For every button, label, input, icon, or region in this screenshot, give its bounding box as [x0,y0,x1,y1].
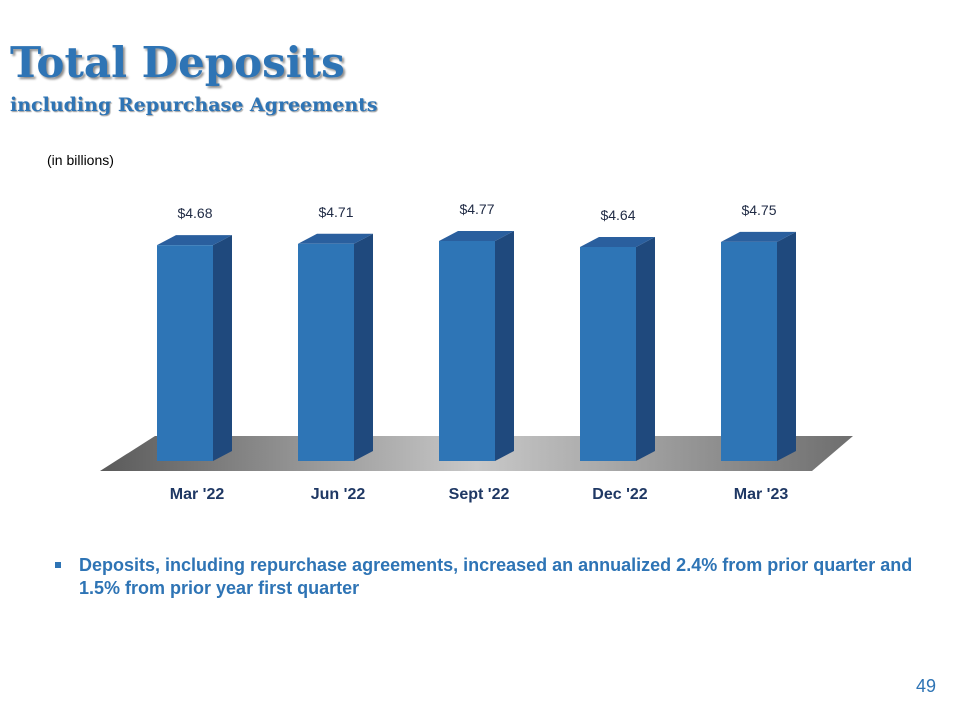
bar-top [157,235,232,246]
value-label: $4.68 [177,205,212,221]
bullet-list: Deposits, including repurchase agreement… [55,554,915,600]
value-label: $4.75 [741,202,776,218]
bar-top [298,233,373,244]
slide-subtitle: including Repurchase Agreements [10,94,378,116]
bar [439,241,495,461]
category-label: Sept '22 [449,486,510,503]
bar-side [636,236,655,461]
page-number: 49 [915,676,936,696]
bar-side [213,235,232,461]
bar-top [439,231,514,241]
slide-title: Total Deposits [10,38,345,87]
bullet-square-icon [55,562,61,568]
bar-side [354,233,373,461]
deposits-bar-chart: $4.68 Mar '22 $4.71 Jun '22 $4.77 Sept '22 $4.… [100,201,853,503]
value-label: $4.71 [318,204,353,220]
category-label: Dec '22 [592,486,648,503]
bar [721,241,777,461]
value-label: $4.77 [459,201,494,217]
category-label: Mar '23 [734,486,789,503]
bar-top [721,231,796,242]
bar-side [495,231,514,461]
bar [157,245,213,461]
bar [298,243,354,461]
category-label: Mar '22 [170,486,225,503]
units-note: (in billions) [47,152,114,168]
category-label: Jun '22 [311,486,366,503]
bar [580,246,636,461]
bar-side [777,231,796,461]
value-label: $4.64 [600,207,635,223]
bullet-item: Deposits, including repurchase agreement… [55,554,915,600]
bullet-text: Deposits, including repurchase agreement… [79,555,913,598]
bar-top [580,236,655,247]
